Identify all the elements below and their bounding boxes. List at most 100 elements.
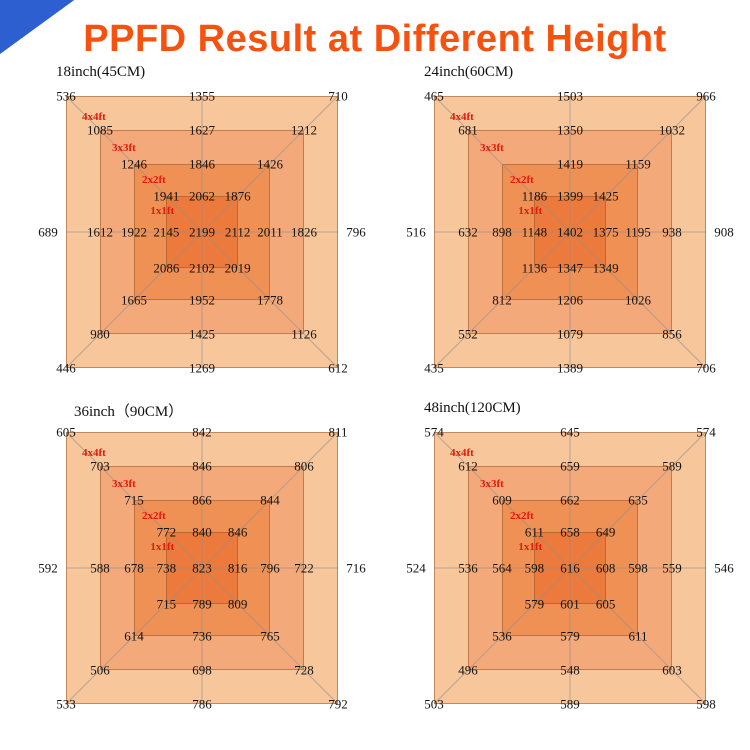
ppfd-value-1x1ft-bottom: 601 — [560, 596, 580, 612]
ppfd-value-3x3ft-tr: 589 — [662, 458, 682, 474]
grid-lines-icon — [433, 95, 707, 369]
ppfd-value-4x4ft-right: 796 — [346, 224, 366, 240]
ppfd-value-4x4ft-top: 1355 — [189, 88, 215, 104]
ppfd-value-1x1ft-tl: 772 — [156, 524, 177, 540]
ppfd-value-3x3ft-top: 1350 — [557, 122, 583, 138]
ring-label-2x2ft: 2x2ft — [142, 510, 166, 522]
ppfd-value-2x2ft-left: 898 — [492, 224, 512, 240]
ppfd-value-2x2ft-left: 678 — [124, 560, 144, 576]
panel-48inch: 48inch(120CM) 4x4ft 574 645 574 524 546 503 589… — [406, 400, 743, 711]
ppfd-value-4x4ft-bl: 435 — [424, 360, 444, 376]
ppfd-value-3x3ft-top: 846 — [192, 458, 212, 474]
ppfd-value-3x3ft-right: 938 — [662, 224, 682, 240]
ppfd-value-3x3ft-tr: 1032 — [659, 122, 685, 138]
page-title: PPFD Result at Different Height — [83, 18, 667, 60]
ppfd-value-1x1ft-br: 809 — [227, 596, 248, 612]
grid-lines-icon — [65, 95, 339, 369]
ring-label-3x3ft: 3x3ft — [112, 142, 136, 154]
ppfd-value-4x4ft-left: 592 — [38, 560, 58, 576]
ppfd-value-4x4ft-right: 716 — [346, 560, 366, 576]
ppfd-value-4x4ft-bottom: 786 — [192, 696, 212, 712]
ppfd-value-3x3ft-br: 856 — [662, 326, 682, 342]
ppfd-value-3x3ft-left: 632 — [458, 224, 478, 240]
ppfd-value-2x2ft-bl: 1665 — [121, 292, 147, 308]
ppfd-value-4x4ft-tl: 574 — [424, 424, 444, 440]
ppfd-value-3x3ft-left: 1612 — [87, 224, 113, 240]
ppfd-value-4x4ft-left: 524 — [406, 560, 426, 576]
ppfd-value-4x4ft-bl: 503 — [424, 696, 444, 712]
ppfd-value-2x2ft-left: 1922 — [121, 224, 147, 240]
ppfd-value-3x3ft-bottom: 1425 — [189, 326, 215, 342]
ppfd-value-3x3ft-tl: 703 — [90, 458, 110, 474]
ppfd-value-3x3ft-bottom: 1079 — [557, 326, 583, 342]
ppfd-value-4x4ft-top: 842 — [192, 424, 212, 440]
ppfd-value-1x1ft-bl: 1136 — [521, 260, 548, 276]
ppfd-value-1x1ft-left: 598 — [524, 560, 545, 576]
ppfd-value-2x2ft-top: 1419 — [557, 156, 583, 172]
ppfd-value-3x3ft-bl: 552 — [458, 326, 478, 342]
ppfd-value-1x1ft-tl: 1186 — [521, 188, 548, 204]
ppfd-value-2x2ft-bottom: 579 — [560, 628, 580, 644]
ppfd-value-3x3ft-right: 1826 — [291, 224, 317, 240]
ppfd-value-1x1ft-bottom: 1347 — [557, 260, 583, 276]
ppfd-value-1x1ft-bl: 579 — [524, 596, 545, 612]
ppfd-value-3x3ft-bottom: 548 — [560, 662, 580, 678]
ppfd-value-1x1ft-top: 658 — [560, 524, 580, 540]
panel-title-24inch: 24inch(60CM) — [424, 64, 514, 80]
ppfd-value-3x3ft-bl: 496 — [458, 662, 478, 678]
ppfd-value-4x4ft-bottom: 1269 — [189, 360, 215, 376]
ppfd-diagram-18inch: 4x4ft 536 1355 710 689 796 446 1269 612 3x3ft 1085… — [38, 90, 366, 375]
panel-title-36inch: 36inch（90CM） — [74, 404, 184, 420]
ppfd-value-4x4ft-right: 908 — [714, 224, 734, 240]
ppfd-value-4x4ft-tl: 605 — [56, 424, 76, 440]
ppfd-value-4x4ft-bottom: 1389 — [557, 360, 583, 376]
ppfd-value-4x4ft-right: 546 — [714, 560, 734, 576]
ppfd-value-1x1ft-right: 2112 — [224, 224, 251, 240]
ppfd-value-1x1ft-left: 2145 — [153, 224, 180, 240]
ppfd-value-2x2ft-top: 1846 — [189, 156, 215, 172]
ppfd-value-1x1ft-tl: 1941 — [153, 188, 180, 204]
ring-label-3x3ft: 3x3ft — [112, 478, 136, 490]
ring-label-1x1ft: 1x1ft — [150, 541, 175, 554]
ppfd-value-3x3ft-br: 603 — [662, 662, 682, 678]
ppfd-value-3x3ft-right: 559 — [662, 560, 682, 576]
panel-title-48inch: 48inch(120CM) — [424, 400, 521, 416]
ppfd-value-4x4ft-br: 598 — [696, 696, 716, 712]
ppfd-value-center: 1402 — [557, 224, 583, 240]
ppfd-value-2x2ft-tr: 844 — [260, 492, 280, 508]
ring-label-3x3ft: 3x3ft — [480, 142, 504, 154]
ppfd-value-3x3ft-tl: 681 — [458, 122, 478, 138]
ring-label-1x1ft: 1x1ft — [150, 205, 175, 218]
ppfd-value-2x2ft-right: 598 — [628, 560, 648, 576]
ppfd-value-3x3ft-br: 1126 — [291, 326, 317, 342]
ring-label-2x2ft: 2x2ft — [142, 174, 166, 186]
ppfd-value-2x2ft-tr: 1426 — [257, 156, 283, 172]
ppfd-value-4x4ft-br: 706 — [696, 360, 716, 376]
ppfd-value-2x2ft-left: 564 — [492, 560, 512, 576]
ppfd-value-2x2ft-br: 765 — [260, 628, 280, 644]
ppfd-value-1x1ft-bottom: 789 — [192, 596, 212, 612]
ring-label-3x3ft: 3x3ft — [480, 478, 504, 490]
ppfd-value-1x1ft-top: 2062 — [189, 188, 215, 204]
ppfd-value-3x3ft-left: 588 — [90, 560, 110, 576]
ppfd-diagram-36inch: 4x4ft 605 842 811 592 716 533 786 792 3x3ft 703 846… — [38, 426, 366, 711]
ring-label-1x1ft: 1x1ft — [518, 205, 543, 218]
ppfd-value-3x3ft-bottom: 698 — [192, 662, 212, 678]
ppfd-value-2x2ft-tl: 715 — [124, 492, 144, 508]
ppfd-value-2x2ft-br: 1778 — [257, 292, 283, 308]
ppfd-value-2x2ft-right: 1195 — [625, 224, 651, 240]
ppfd-value-3x3ft-tl: 612 — [458, 458, 478, 474]
ppfd-value-2x2ft-bl: 614 — [124, 628, 144, 644]
ppfd-value-2x2ft-top: 866 — [192, 492, 212, 508]
ppfd-value-3x3ft-bl: 980 — [90, 326, 110, 342]
ppfd-value-1x1ft-bottom: 2102 — [189, 260, 215, 276]
ppfd-value-3x3ft-br: 728 — [294, 662, 314, 678]
ppfd-value-3x3ft-top: 1627 — [189, 122, 215, 138]
ppfd-value-1x1ft-top: 1399 — [557, 188, 583, 204]
ring-label-4x4ft: 4x4ft — [82, 447, 106, 459]
ring-label-4x4ft: 4x4ft — [450, 111, 474, 123]
ppfd-value-3x3ft-tl: 1085 — [87, 122, 113, 138]
ppfd-value-4x4ft-bl: 533 — [56, 696, 76, 712]
ppfd-value-4x4ft-left: 689 — [38, 224, 58, 240]
